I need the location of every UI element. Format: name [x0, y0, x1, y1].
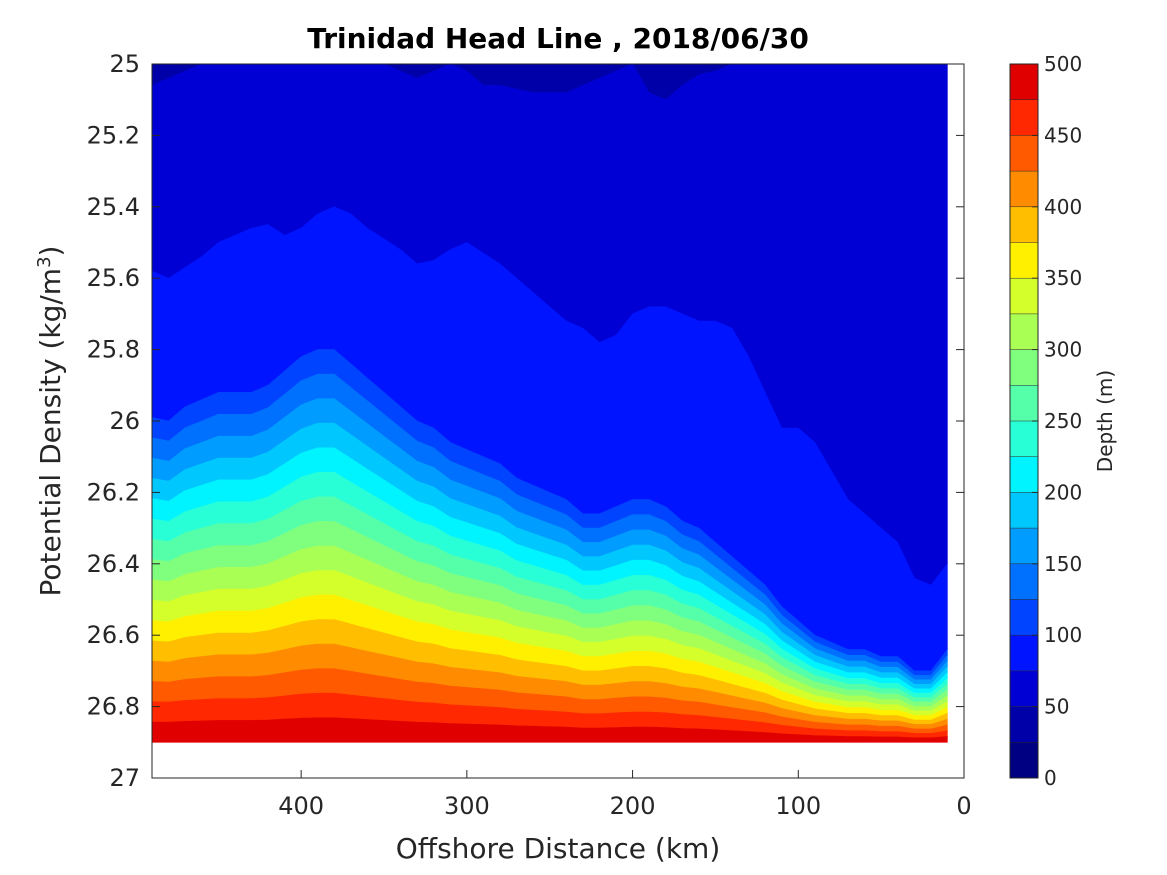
- y-axis-label-main: Potential Density (kg/m: [34, 268, 67, 597]
- colorbar-segment: [1010, 171, 1038, 207]
- x-tick-label: 300: [444, 792, 490, 820]
- y-tick-label: 25.8: [87, 336, 140, 364]
- colorbar-segment: [1010, 385, 1038, 421]
- y-axis: 25 25.2 25.4 25.6 25.8 26 26.2 26.4 26.6 26.8 27: [87, 50, 964, 792]
- colorbar-segment: [1010, 242, 1038, 279]
- colorbar-segment: [1010, 135, 1038, 172]
- y-tick-label: 26.8: [87, 693, 140, 721]
- colorbar-label: Depth (m): [1093, 370, 1117, 472]
- colorbar-segment: [1010, 670, 1038, 707]
- contour-fills: [151, 63, 948, 743]
- colorbar-tick-label: 250: [1044, 409, 1082, 433]
- colorbar-tick-label: 200: [1044, 480, 1082, 504]
- colorbar-segment: [1010, 421, 1038, 457]
- colorbar-tick-label: 450: [1044, 123, 1082, 147]
- colorbar-tick-label: 0: [1044, 766, 1057, 790]
- y-tick-label: 27: [109, 764, 140, 792]
- y-tick-label: 26.4: [87, 550, 140, 578]
- y-tick-label: 26.6: [87, 621, 140, 649]
- colorbar-segment: [1010, 492, 1038, 529]
- y-tick-label: 26.2: [87, 478, 140, 506]
- x-tick-label: 100: [775, 792, 821, 820]
- plot-area: [151, 63, 964, 778]
- y-axis-label-superscript: 3: [34, 256, 55, 267]
- colorbar-segment: [1010, 313, 1038, 350]
- colorbar-segment: [1010, 99, 1038, 136]
- colorbar-segment: [1010, 563, 1038, 600]
- contour-band-475-500: [151, 717, 948, 743]
- colorbar-segment: [1010, 742, 1038, 778]
- colorbar-segment: [1010, 635, 1038, 671]
- x-axis-label: Offshore Distance (km): [396, 832, 721, 865]
- y-tick-label: 25.2: [87, 121, 140, 149]
- y-tick-label: 25: [109, 50, 140, 78]
- colorbar-segment: [1010, 349, 1038, 386]
- colorbar-tick-label: 300: [1044, 338, 1082, 362]
- colorbar-segment: [1010, 278, 1038, 314]
- colorbar-segment: [1010, 206, 1038, 243]
- x-axis: 400 300 200 100 0: [278, 770, 972, 820]
- y-tick-label: 26: [109, 407, 140, 435]
- x-tick-label: 0: [956, 792, 971, 820]
- chart-title: Trinidad Head Line , 2018/06/30: [307, 22, 809, 55]
- colorbar-segment: [1010, 456, 1038, 493]
- x-tick-label: 200: [610, 792, 656, 820]
- colorbar-tick-label: 400: [1044, 195, 1082, 219]
- colorbar-segment: [1010, 528, 1038, 564]
- y-axis-label-end: ): [34, 246, 67, 257]
- y-tick-label: 25.4: [87, 193, 140, 221]
- colorbar-tick-label: 100: [1044, 623, 1082, 647]
- colorbar: 0 50 100 150 200 250 300 350 400 450 500: [1009, 52, 1082, 790]
- colorbar-tick-label: 500: [1044, 52, 1082, 76]
- y-axis-label: Potential Density (kg/m3): [34, 246, 67, 597]
- x-tick-label: 400: [278, 792, 324, 820]
- colorbar-segment: [1010, 706, 1038, 743]
- y-tick-label: 25.6: [87, 264, 140, 292]
- colorbar-tick-label: 50: [1044, 695, 1069, 719]
- colorbar-tick-label: 350: [1044, 266, 1082, 290]
- colorbar-tick-label: 150: [1044, 552, 1082, 576]
- colorbar-segment: [1010, 599, 1038, 636]
- colorbar-segment: [1010, 64, 1038, 100]
